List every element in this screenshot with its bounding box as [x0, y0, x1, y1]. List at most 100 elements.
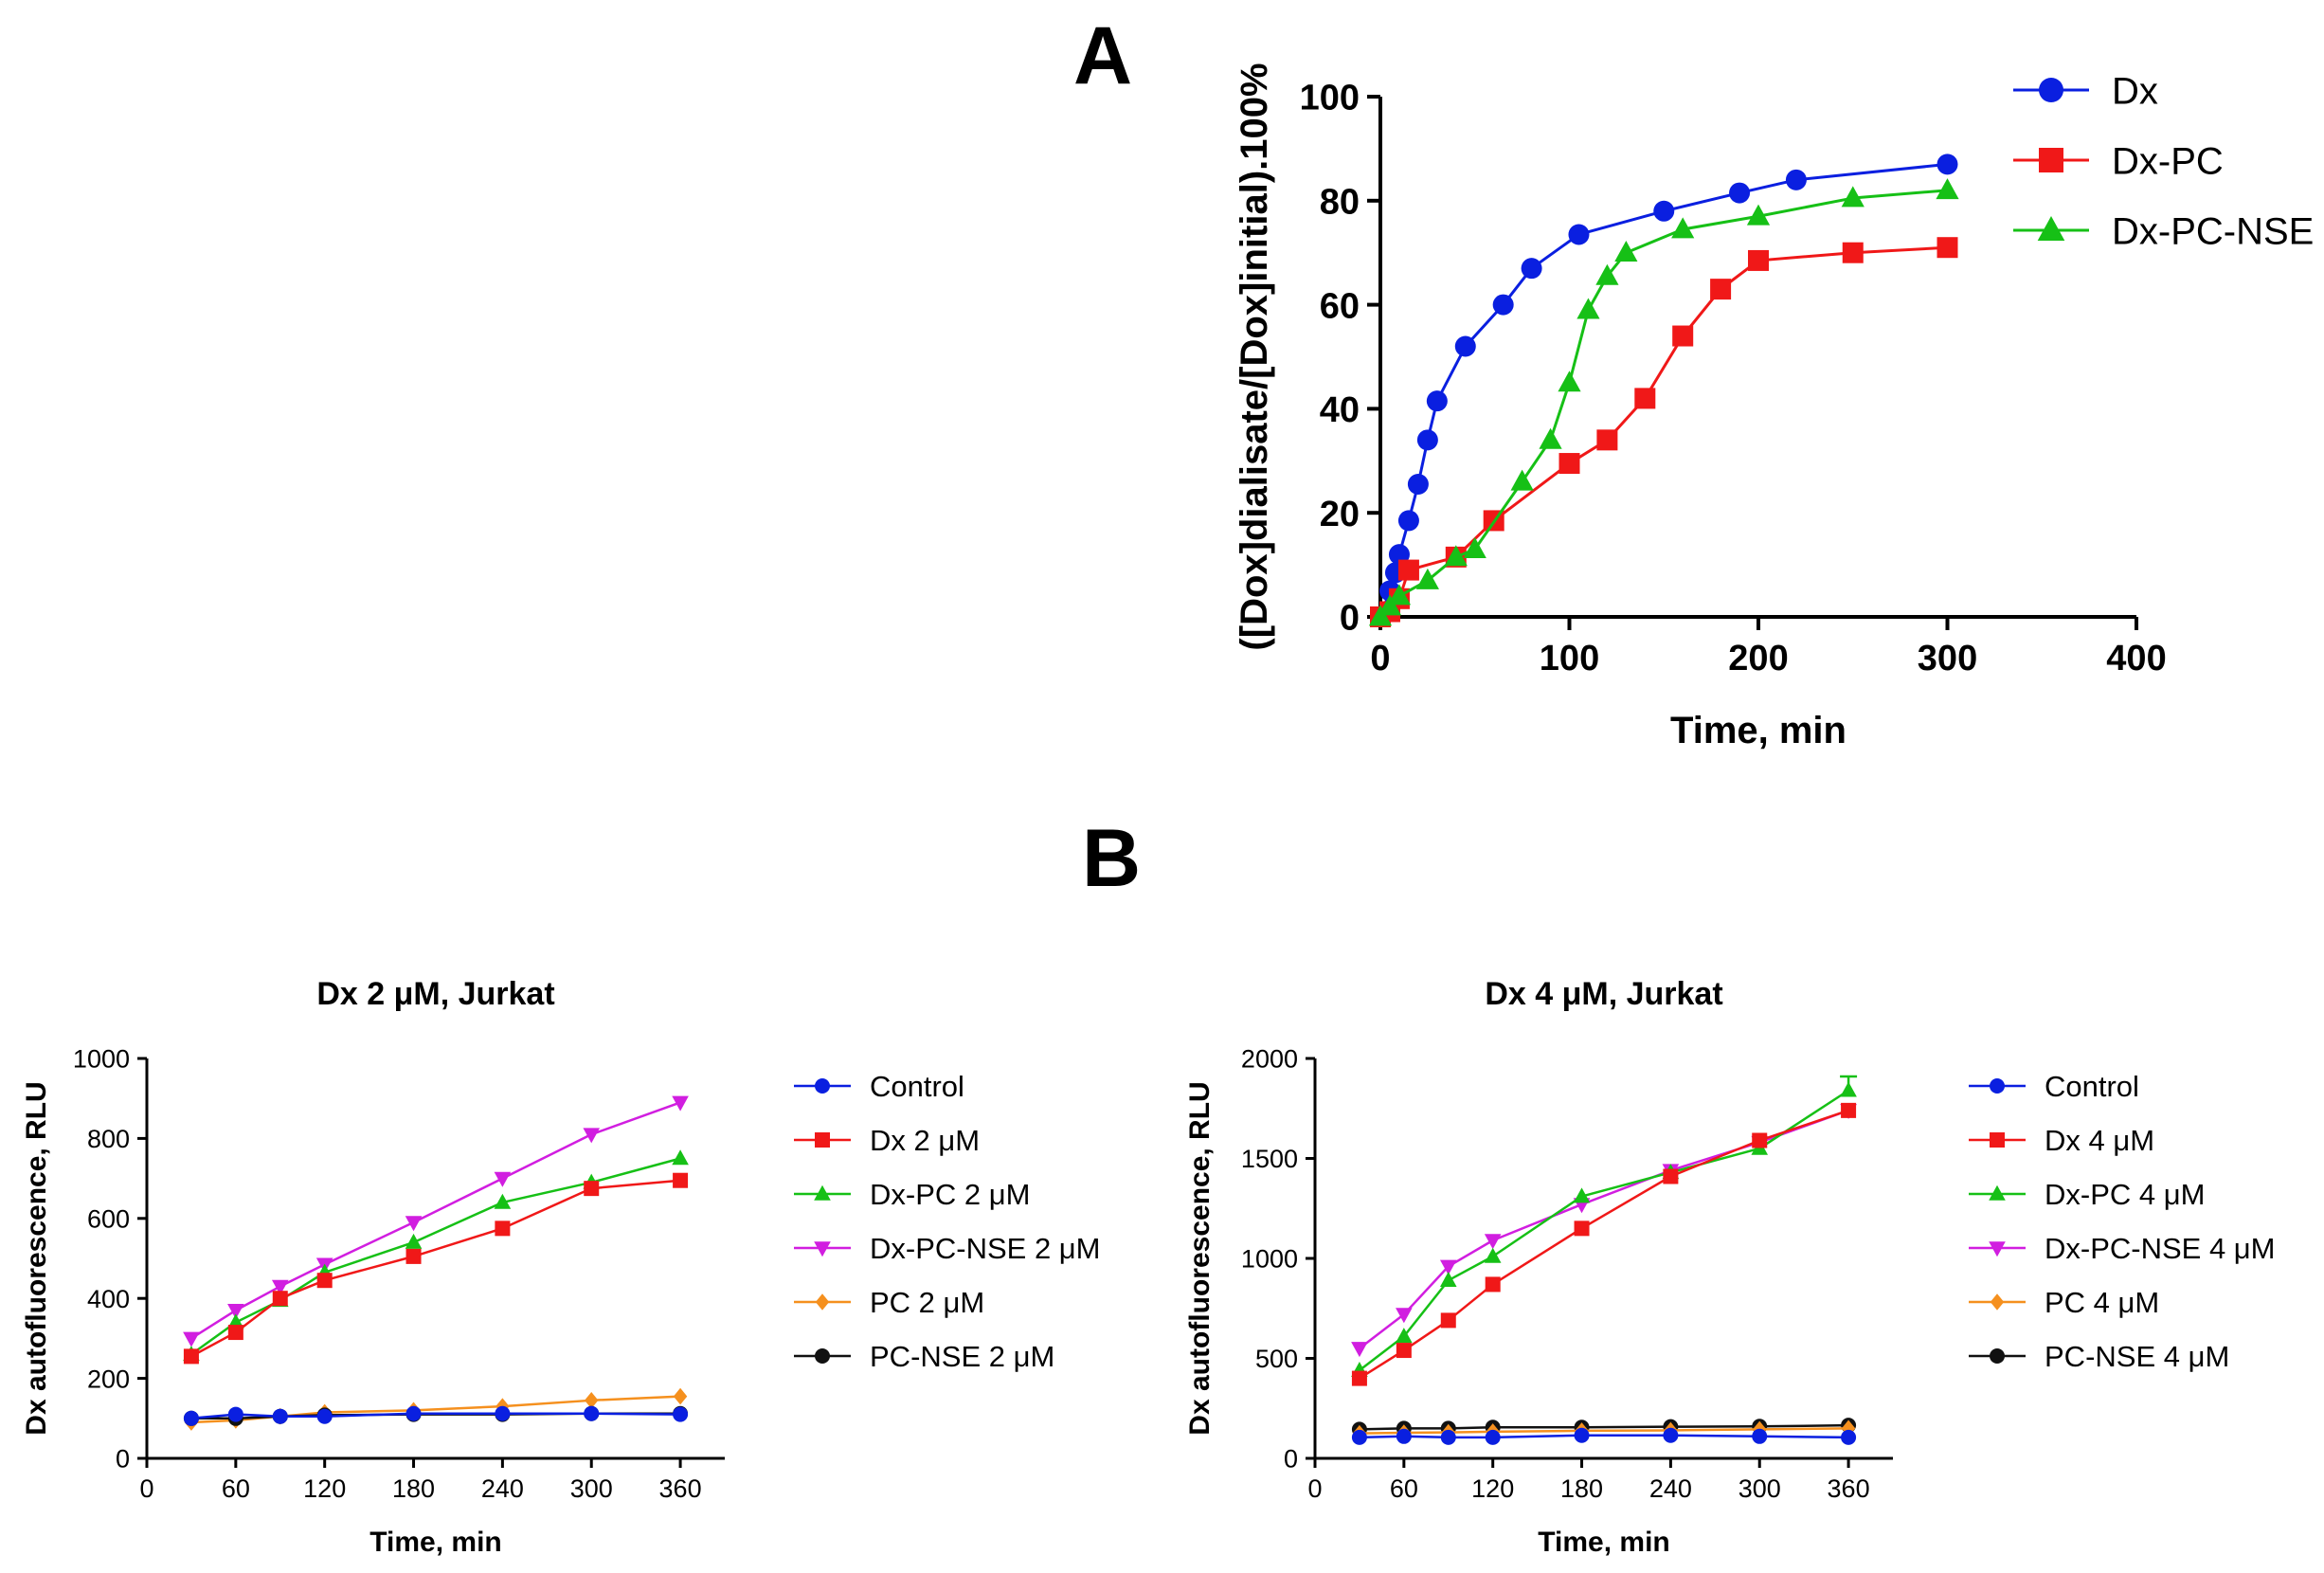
series-dx-4-um	[1351, 1102, 1857, 1386]
series-line	[1359, 1109, 1849, 1349]
legend: Control Dx 4 μM Dx-PC 4 μM Dx-PC-NSE 4 μM PC…	[1969, 1070, 2276, 1373]
x-tick-label: 0	[139, 1474, 153, 1503]
legend-item: Dx	[2013, 70, 2158, 112]
chart-title: Dx 2 μM, Jurkat	[316, 976, 554, 1012]
y-tick-label: 500	[1255, 1345, 1298, 1373]
panel-label-b: B	[1082, 813, 1141, 904]
y-tick-label: 200	[87, 1365, 130, 1393]
y-tick-label: 400	[87, 1285, 130, 1313]
legend-label: PC 2 μM	[870, 1286, 984, 1319]
legend: Control Dx 2 μM Dx-PC 2 μM Dx-PC-NSE 2 μM PC…	[794, 1070, 1101, 1373]
data-point	[271, 1279, 289, 1295]
data-point	[1397, 510, 1419, 532]
data-point	[494, 1193, 512, 1209]
x-tick-label: 180	[392, 1474, 435, 1503]
chart-b-2um: 0 60 120 180 240 300 360 0 200 400 600 800 1000 Time,…	[21, 976, 1101, 1558]
series-control	[183, 1405, 689, 1426]
data-point	[183, 1331, 200, 1347]
legend-item: Dx-PC-NSE 4 μM	[1969, 1232, 2276, 1265]
data-point	[1440, 1429, 1456, 1445]
x-tick-label: 400	[2106, 639, 2166, 678]
legend-item: Control	[794, 1070, 964, 1103]
x-axis-title: Time, min	[1538, 1527, 1669, 1558]
data-point	[1842, 242, 1864, 263]
data-point	[1841, 1429, 1857, 1445]
data-point	[1426, 390, 1448, 412]
y-tick-label: 80	[1320, 182, 1360, 222]
data-point	[1595, 263, 1619, 285]
series-pc-2-um	[184, 1387, 688, 1431]
data-point	[584, 1405, 600, 1421]
data-point	[1841, 186, 1865, 208]
data-point	[1574, 1220, 1590, 1237]
x-axis-title: Time, min	[369, 1527, 501, 1558]
legend-marker	[1990, 1293, 2005, 1311]
panel-label-a: A	[1073, 10, 1132, 101]
x-axis-title: Time, min	[1670, 710, 1847, 751]
data-point	[1454, 335, 1476, 357]
series-dx-pc-2-um	[183, 1149, 689, 1362]
x-tick-label: 300	[1918, 639, 1977, 678]
series-line	[1359, 1089, 1849, 1372]
series-line	[1359, 1427, 1849, 1435]
legend-marker	[815, 1132, 830, 1148]
data-point	[1485, 1429, 1501, 1445]
legend-label: Dx-PC	[2112, 140, 2224, 182]
data-point	[1672, 325, 1694, 347]
data-point	[316, 1273, 333, 1289]
data-point	[1439, 1272, 1457, 1288]
legend-marker	[814, 1184, 831, 1201]
data-point	[1485, 1276, 1501, 1293]
legend-label: Dx 4 μM	[2045, 1124, 2154, 1157]
data-point	[1671, 217, 1695, 239]
data-point	[316, 1408, 333, 1424]
y-tick-label: 0	[1284, 1445, 1298, 1474]
series-line	[190, 1179, 681, 1358]
data-point	[272, 1291, 288, 1307]
legend-item: PC-NSE 2 μM	[794, 1340, 1054, 1373]
legend-marker	[1990, 1132, 2005, 1148]
data-point	[1752, 1428, 1768, 1444]
y-tick-label: 0	[1340, 599, 1360, 639]
data-point	[1351, 1342, 1368, 1358]
legend-item: PC 2 μM	[794, 1286, 984, 1319]
data-point	[1558, 371, 1581, 392]
data-point	[1396, 1308, 1413, 1324]
data-point	[1936, 178, 1959, 200]
data-point	[1558, 453, 1580, 475]
series-line	[190, 1395, 681, 1424]
x-tick-label: 240	[1649, 1474, 1692, 1503]
legend-marker	[1990, 1078, 2005, 1094]
data-point	[1351, 1370, 1367, 1386]
y-tick-label: 1500	[1241, 1145, 1298, 1173]
data-point	[1387, 584, 1412, 606]
legend-item: Dx 4 μM	[1969, 1124, 2154, 1157]
legend-marker	[815, 1078, 830, 1094]
y-tick-label: 1000	[1241, 1245, 1298, 1274]
data-point	[1748, 249, 1769, 271]
x-tick-label: 120	[1471, 1474, 1514, 1503]
chart-b-4um: 0 60 120 180 240 300 360 0 500 1000 1500 2000 Time, …	[1184, 976, 2276, 1558]
y-tick-label: 60	[1320, 286, 1360, 326]
legend-item: Control	[1969, 1070, 2139, 1103]
legend-label: Dx-PC 4 μM	[2045, 1178, 2205, 1211]
legend-label: PC-NSE 4 μM	[2045, 1340, 2229, 1373]
data-point	[1653, 200, 1675, 222]
data-point	[405, 1248, 422, 1264]
data-point	[227, 1325, 243, 1341]
legend-item: Dx-PC-NSE	[2013, 210, 2314, 252]
y-tick-label: 20	[1320, 495, 1360, 534]
data-point	[1614, 241, 1638, 262]
series-line	[190, 1157, 681, 1356]
data-point	[1415, 568, 1439, 589]
data-point	[227, 1406, 243, 1422]
data-point	[1439, 1259, 1457, 1275]
y-axis-title: ([Dox]dialisate/[Dox]initial).100%	[1234, 63, 1275, 650]
x-tick-label: 360	[659, 1474, 702, 1503]
y-axis-title: Dx autofluorescence, RLU	[21, 1081, 52, 1435]
data-point	[1492, 294, 1514, 316]
y-tick-label: 0	[116, 1445, 130, 1474]
x-tick-label: 300	[570, 1474, 613, 1503]
legend-item: Dx-PC 2 μM	[794, 1178, 1030, 1211]
